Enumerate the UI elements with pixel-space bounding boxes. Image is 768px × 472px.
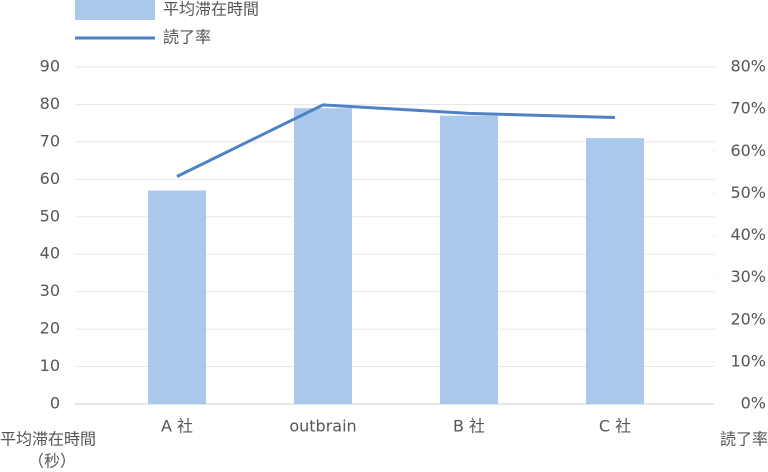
bar [148,190,206,404]
y-tick-label: 70 [40,131,60,150]
y-tick-label: 40 [40,244,60,263]
y2-tick-label: 70% [730,99,766,118]
y2-tick-label: 40% [730,225,766,244]
y-tick-label: 90 [40,57,60,76]
y2-tick-label: 50% [730,183,766,202]
y2-tick-label: 20% [730,309,766,328]
y2-axis-label: 読了率 [720,430,768,449]
x-tick-label: A 社 [161,417,193,436]
y2-tick-label: 10% [730,351,766,370]
y-tick-label: 20 [40,319,60,338]
legend-label: 読了率 [163,28,211,47]
y-tick-label: 10 [40,356,60,375]
bar [440,115,498,404]
bar [586,138,644,404]
y-tick-label: 80 [40,94,60,113]
y-axis-label-unit: （秒） [28,452,76,471]
x-tick-label: C 社 [599,417,631,436]
y2-tick-label: 80% [730,57,766,76]
y2-tick-label: 60% [730,141,766,160]
legend-label: 平均滞在時間 [163,0,259,19]
bar [294,108,352,404]
x-tick-label: outbrain [289,417,356,436]
y-tick-label: 30 [40,281,60,300]
y-tick-label: 0 [50,394,60,413]
y2-tick-label: 0% [741,394,766,413]
legend-swatch [75,0,155,20]
x-tick-label: B 社 [453,417,485,436]
line [176,103,616,178]
y-tick-label: 60 [40,169,60,188]
y2-tick-label: 30% [730,267,766,286]
y-tick-label: 50 [40,206,60,225]
y-axis-label: 平均滞在時間 [0,430,96,449]
